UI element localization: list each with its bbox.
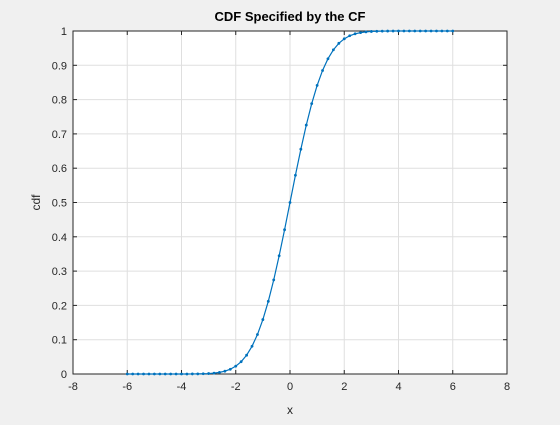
x-tick-label: -4 (177, 381, 187, 393)
data-point (125, 372, 129, 376)
data-point (131, 372, 135, 376)
data-point (424, 29, 428, 33)
y-tick-label: 0.8 (52, 95, 67, 107)
data-point (152, 372, 156, 376)
data-point (326, 57, 330, 61)
data-point (380, 29, 384, 33)
y-tick-label: 0.9 (52, 60, 67, 72)
data-point (283, 228, 286, 232)
data-point (364, 30, 368, 34)
data-point (375, 29, 379, 33)
data-point (332, 48, 335, 52)
data-point (239, 360, 243, 364)
data-point (142, 372, 145, 376)
data-point (218, 370, 221, 374)
x-tick-label: 2 (341, 381, 347, 393)
data-point (440, 29, 444, 33)
data-point (185, 372, 189, 376)
x-tick-label: -6 (122, 381, 132, 393)
data-point (212, 371, 216, 375)
x-axis-label: x (287, 403, 293, 417)
data-point (407, 29, 411, 33)
grid (73, 31, 507, 374)
data-point (223, 369, 227, 373)
data-point (180, 372, 183, 376)
data-point (413, 29, 417, 33)
y-tick-label: 1 (61, 26, 67, 38)
data-point (250, 344, 254, 348)
data-point (299, 147, 303, 151)
data-point (386, 29, 390, 33)
y-axis-label: cdf (29, 194, 43, 211)
data-point (190, 372, 194, 376)
x-tick-label: -8 (68, 381, 78, 393)
data-point (266, 299, 270, 303)
data-point (201, 372, 205, 376)
x-tick-label: -2 (231, 381, 241, 393)
data-point (234, 364, 238, 368)
x-tick-label: 8 (504, 381, 510, 393)
data-point (353, 32, 357, 36)
data-point (451, 29, 455, 33)
y-tick-label: 0.7 (52, 129, 67, 141)
data-point (277, 254, 281, 258)
data-point (196, 372, 200, 376)
data-point (310, 102, 314, 106)
data-point (147, 372, 151, 376)
data-point (304, 123, 308, 127)
y-tick-label: 0.5 (52, 198, 67, 210)
data-point (397, 29, 400, 33)
x-tick-label: 0 (287, 381, 293, 393)
data-point (174, 372, 178, 376)
data-point (158, 372, 162, 376)
y-tick-label: 0.4 (52, 232, 67, 244)
data-point (228, 367, 232, 371)
data-point (337, 41, 341, 45)
data-point (272, 278, 276, 282)
data-point (429, 29, 433, 33)
chart-title: CDF Specified by the CF (215, 9, 366, 24)
data-point (261, 318, 265, 321)
data-point (418, 29, 422, 33)
data-point (163, 372, 167, 376)
y-tick-label: 0.6 (52, 163, 67, 175)
data-point (369, 30, 373, 33)
data-point (169, 372, 173, 376)
y-tick-label: 0.1 (52, 335, 67, 347)
data-point (402, 29, 406, 33)
y-tick-label: 0.2 (52, 300, 67, 312)
x-tick-label: 4 (395, 381, 401, 393)
data-point (256, 333, 259, 336)
data-point (207, 372, 211, 375)
data-point (294, 173, 297, 177)
data-point (342, 37, 346, 41)
data-point (245, 353, 249, 357)
series-group (125, 29, 455, 376)
data-point (359, 31, 362, 35)
data-point (315, 84, 319, 87)
x-tick-label: 6 (450, 381, 456, 393)
data-point (391, 29, 395, 33)
y-tick-label: 0 (61, 369, 67, 381)
y-tick-label: 0.3 (52, 266, 67, 278)
data-point (321, 69, 324, 72)
data-point (348, 34, 352, 38)
data-point (435, 29, 438, 33)
data-point (288, 201, 292, 204)
data-point (445, 29, 449, 33)
data-point (136, 372, 140, 376)
